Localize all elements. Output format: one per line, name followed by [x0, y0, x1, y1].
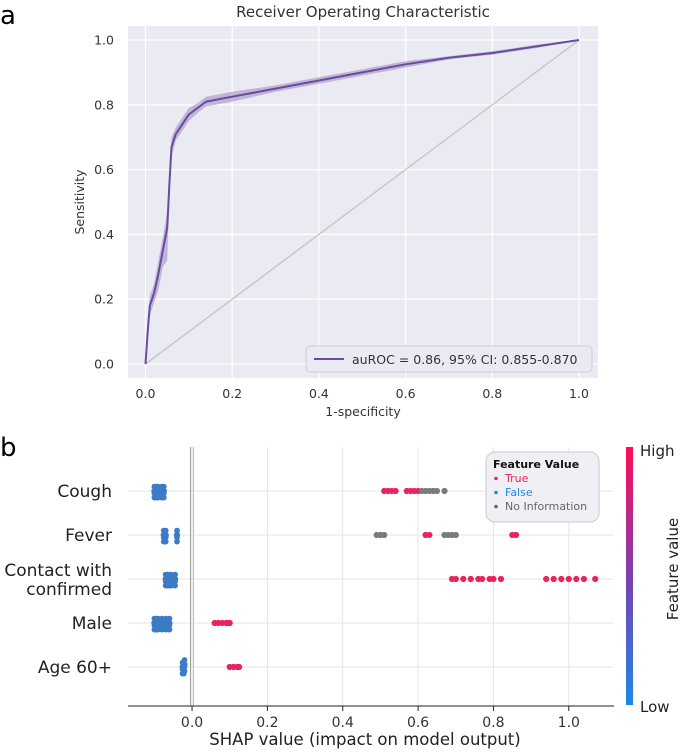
roc-x-tick: 1.0 [569, 386, 589, 401]
panel-label-b: b [0, 433, 17, 463]
shap-feature-label: Cough [57, 482, 112, 502]
colorbar-low-label: Low [640, 698, 670, 716]
shap-point [181, 657, 188, 663]
shap-x-tick: 0.6 [407, 715, 429, 731]
shap-point [160, 494, 167, 501]
roc-x-tick: 0.4 [309, 386, 329, 401]
shap-legend-marker [494, 490, 498, 495]
shap-points [151, 483, 599, 677]
shap-feature-labels: Cough Fever Contact with confirmed Male Age 6… [4, 482, 112, 678]
shap-point [452, 575, 459, 583]
shap-point [543, 575, 550, 583]
shap-legend-label: No Information [505, 500, 587, 513]
shap-point [160, 483, 167, 490]
shap-legend-label: True [504, 472, 529, 485]
roc-y-label: Sensitivity [72, 169, 87, 235]
shap-feature-label: Fever [65, 526, 112, 546]
shap-point [592, 575, 599, 583]
shap-point [172, 571, 179, 578]
shap-point [172, 578, 179, 585]
roc-title: Receiver Operating Characteristic [236, 3, 490, 21]
colorbar-high-label: High [640, 442, 674, 460]
shap-point [467, 575, 474, 583]
roc-x-tick: 0.0 [136, 386, 156, 401]
shap-point [558, 575, 565, 583]
shap-point [490, 575, 497, 583]
shap-x-tick: 1.0 [558, 715, 580, 731]
shap-point [166, 615, 173, 622]
shap-x-tick: 0.8 [482, 715, 504, 731]
shap-legend-marker [494, 476, 498, 481]
shap-point [162, 538, 169, 545]
shap-point [181, 663, 188, 670]
shap-point [497, 575, 505, 583]
shap-point [392, 487, 399, 495]
shap-x-tick: 0.2 [256, 715, 278, 731]
shap-point [172, 582, 179, 589]
shap-point [162, 534, 169, 541]
shap-x-tick: 0.0 [181, 715, 203, 731]
shap-point [452, 531, 459, 539]
shap-point [166, 626, 173, 633]
shap-legend-label: False [505, 486, 533, 499]
roc-chance-line [145, 39, 580, 365]
shap-x-ticks: 0.0 0.2 0.4 0.6 0.8 1.0 [181, 706, 580, 731]
shap-point [565, 575, 572, 583]
shap-point [460, 575, 467, 583]
shap-point [381, 531, 388, 539]
shap-legend-title: Feature Value [493, 458, 579, 471]
shap-point [174, 538, 180, 545]
shap-point [573, 575, 580, 583]
shap-chart: 0.0 0.2 0.4 0.6 0.8 1.0 SHAP value (impact on… [4, 442, 682, 749]
shap-point [174, 534, 180, 541]
shap-x-tick: 0.4 [332, 715, 354, 731]
colorbar [626, 447, 633, 705]
shap-feature-label: Contact with confirmed [4, 561, 112, 600]
roc-legend: auROC = 0.86, 95% CI: 0.855-0.870 [305, 345, 593, 373]
shap-point [226, 619, 233, 627]
shap-point [160, 490, 167, 497]
roc-curve [144, 39, 580, 365]
roc-x-tick: 0.6 [396, 386, 416, 401]
roc-y-tick: 0.0 [94, 357, 114, 372]
roc-y-tick: 0.6 [94, 162, 114, 177]
shap-point [174, 527, 180, 534]
roc-y-tick: 1.0 [94, 33, 114, 48]
shap-point [433, 487, 440, 495]
roc-y-tick: 0.4 [94, 227, 114, 242]
colorbar-title: Feature value [664, 518, 682, 620]
roc-x-tick: 0.2 [222, 386, 242, 401]
shap-point [236, 663, 243, 671]
shap-point [512, 531, 520, 539]
shap-point [550, 575, 557, 583]
shap-legend-marker [494, 504, 498, 509]
shap-point [441, 487, 448, 495]
shap-point [580, 575, 588, 583]
roc-grid [128, 26, 598, 378]
shap-point [166, 622, 173, 629]
shap-point [162, 527, 169, 534]
roc-x-label: 1-specificity [325, 404, 401, 419]
shap-point [181, 668, 188, 674]
roc-y-tick: 0.8 [94, 97, 114, 112]
shap-legend-box [485, 451, 600, 523]
shap-point [479, 575, 486, 583]
roc-x-ticks: 0.0 0.2 0.4 0.6 0.8 1.0 [136, 386, 589, 401]
roc-legend-label: auROC = 0.86, 95% CI: 0.855-0.870 [352, 352, 578, 367]
shap-point [426, 531, 433, 539]
roc-y-ticks: 0.0 0.2 0.4 0.6 0.8 1.0 [94, 33, 114, 372]
shap-x-label: SHAP value (impact on model output) [209, 730, 520, 749]
shap-feature-label: Age 60+ [38, 658, 112, 678]
roc-legend-box [305, 345, 593, 373]
shap-feature-label: Male [72, 614, 112, 634]
roc-y-tick: 0.2 [94, 292, 114, 307]
roc-chart: Receiver Operating Characteristic 0.0 0.2… [72, 3, 598, 419]
panel-label-a: a [0, 1, 16, 31]
roc-x-tick: 0.8 [482, 386, 502, 401]
